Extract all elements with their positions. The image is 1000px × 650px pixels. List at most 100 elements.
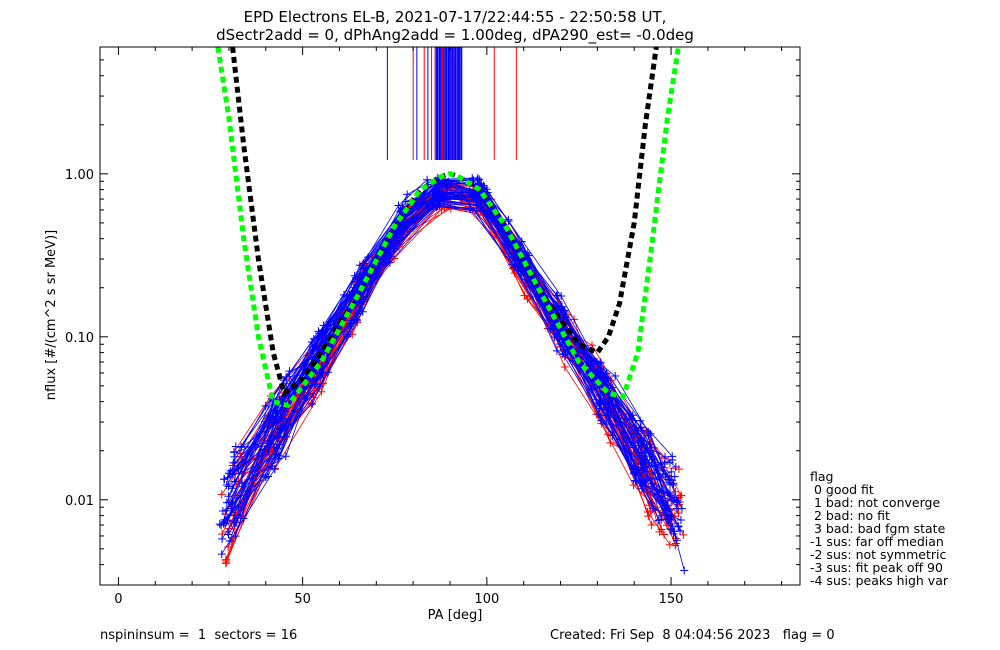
blue-data-point — [224, 469, 233, 478]
blue-data-point — [403, 221, 412, 230]
blue-data-point — [661, 452, 670, 461]
blue-data-point — [552, 346, 561, 355]
red-data-point — [217, 490, 226, 499]
blue-data-point — [642, 477, 651, 486]
blue-data-point — [628, 411, 637, 420]
red-spectrum-line — [228, 183, 679, 529]
blue-spectrum-line — [228, 180, 673, 487]
blue-data-point — [670, 472, 679, 481]
blue-data-point — [504, 217, 513, 226]
blue-spectrum-line — [221, 200, 663, 555]
blue-data-point — [224, 530, 233, 539]
red-spectrum-line — [234, 184, 676, 517]
blue-data-point — [668, 452, 677, 461]
blue-data-point — [281, 407, 290, 416]
blue-data-point — [285, 367, 294, 376]
red-spectrum-line — [234, 196, 662, 516]
blue-data-point — [261, 401, 270, 410]
blue-data-point — [510, 263, 519, 272]
red-data-point — [560, 362, 569, 371]
blue-data-point — [220, 475, 229, 484]
blue-data-point — [648, 504, 657, 513]
blue-spectrum-line — [233, 177, 681, 532]
red-spectrum-line — [231, 194, 668, 526]
blue-data-point — [359, 261, 368, 270]
legend-item: 3 bad: bad fgm state — [810, 521, 946, 536]
red-data-point — [660, 530, 669, 539]
blue-data-point — [443, 183, 452, 192]
blue-data-point — [231, 442, 240, 451]
blue-data-point — [238, 482, 247, 491]
red-data-point — [317, 387, 326, 396]
blue-data-point — [224, 482, 233, 491]
blue-data-point — [228, 484, 237, 493]
legend-item: -3 sus: fit peak off 90 — [810, 560, 943, 575]
blue-spectrum-line — [226, 195, 679, 527]
red-data-point — [520, 291, 529, 300]
red-spectrum-line — [238, 189, 671, 519]
legend-item: -4 sus: peaks high var — [810, 573, 949, 588]
blue-data-point — [279, 432, 288, 441]
blue-spectrum-line — [231, 194, 672, 530]
flag-legend: flag 0 good fit 1 bad: not converge 2 ba… — [810, 470, 948, 587]
blue-spectrum-line — [226, 195, 678, 501]
blue-data-point — [552, 291, 561, 300]
red-data-point — [677, 491, 686, 500]
blue-spectrum-line — [238, 185, 669, 507]
blue-data-point — [558, 350, 567, 359]
blue-data-point — [671, 463, 680, 472]
legend-item: 1 bad: not converge — [810, 495, 941, 510]
red-spectrum-line — [224, 188, 673, 524]
x-tick-label: 0 — [114, 592, 122, 607]
blue-data-point — [660, 459, 669, 468]
blue-spectrum-line — [225, 195, 671, 512]
x-tick-label: 50 — [294, 592, 311, 607]
blue-data-point — [324, 368, 333, 377]
blue-spectrum-line — [224, 193, 673, 481]
blue-data-point — [346, 319, 355, 328]
plot-frame — [99, 46, 801, 586]
blue-spectrum-line — [230, 200, 659, 509]
x-tick-label: 150 — [659, 592, 684, 607]
blue-spectrum-line — [235, 178, 677, 503]
blue-data-point — [475, 175, 484, 184]
red-data-point — [655, 527, 664, 536]
blue-spectrum-line — [240, 193, 685, 571]
blue-spectrum-line — [232, 187, 675, 502]
plot-data-area — [215, 47, 689, 575]
y-tick-label: 0.01 — [65, 494, 94, 509]
blue-data-point — [517, 267, 526, 276]
blue-spectrum-line — [224, 191, 666, 521]
red-spectrum-line — [227, 185, 666, 532]
blue-spectrum-line — [231, 185, 672, 516]
blue-spectrum-line — [223, 178, 671, 524]
y-axis-label: nflux [#/(cm^2 s sr MeV)] — [44, 230, 59, 400]
red-data-point — [307, 399, 316, 408]
blue-data-point — [593, 398, 602, 407]
blue-data-point — [270, 465, 279, 474]
blue-data-point — [282, 373, 291, 382]
blue-data-point — [468, 174, 477, 183]
chart-title-line1: EPD Electrons EL-B, 2021-07-17/22:44:55 … — [244, 8, 667, 26]
blue-spectrum-line — [226, 189, 674, 503]
blue-data-point — [230, 448, 239, 457]
blue-data-point — [664, 475, 673, 484]
blue-data-point — [269, 442, 278, 451]
blue-spectrum-line — [228, 180, 667, 535]
blue-data-point — [644, 431, 653, 440]
legend-item: 2 bad: no fit — [810, 508, 890, 523]
legend-title: flag — [810, 469, 834, 484]
blue-data-point — [435, 199, 444, 208]
blue-data-point — [676, 515, 685, 524]
chart-title-line2: dSectr2add = 0, dPhAng2add = 1.00deg, dP… — [216, 26, 694, 45]
blue-data-point — [479, 207, 488, 216]
red-spectrum-line — [221, 190, 664, 501]
blue-data-point — [218, 534, 227, 543]
blue-data-point — [224, 498, 233, 507]
blue-data-point — [308, 399, 317, 408]
blue-data-point — [594, 410, 603, 419]
red-spectrum-line — [241, 195, 679, 498]
blue-data-point — [236, 513, 245, 522]
blue-data-point — [482, 185, 491, 194]
